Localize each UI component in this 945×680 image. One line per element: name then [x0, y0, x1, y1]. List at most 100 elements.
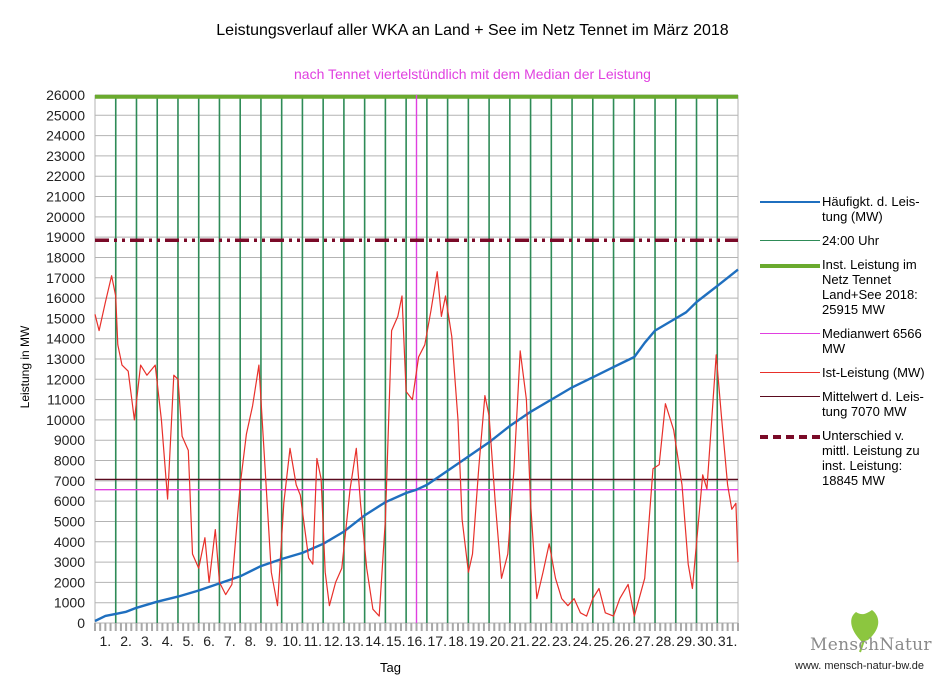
y-tick-label: 16000	[46, 290, 85, 306]
legend-label: Netz Tennet	[822, 272, 892, 287]
legend-label: Land+See 2018:	[822, 287, 918, 302]
x-tick-label: 29.	[676, 633, 695, 649]
legend-label: 24:00 Uhr	[822, 233, 880, 248]
legend-label: tung (MW)	[822, 209, 883, 224]
plot-frame	[94, 95, 739, 623]
legend-label: mittl. Leistung zu	[822, 443, 920, 458]
y-axis-label: Leistung in MW	[18, 325, 32, 409]
x-tick-label: 8.	[245, 633, 257, 649]
x-tick-label: 4.	[162, 633, 174, 649]
legend-label: Inst. Leistung im	[822, 257, 917, 272]
y-tick-label: 22000	[46, 168, 85, 184]
y-tick-label: 9000	[54, 432, 85, 448]
x-tick-label: 23.	[552, 633, 571, 649]
y-tick-label: 0	[77, 615, 85, 631]
legend-item: Medianwert 6566 MW	[760, 326, 940, 356]
legend-swatch	[760, 264, 820, 268]
legend-swatch	[760, 372, 820, 373]
y-tick-label: 4000	[54, 534, 85, 550]
legend-label: inst. Leistung:	[822, 458, 903, 473]
x-tick-label: 14.	[365, 633, 384, 649]
x-tick-label: 6.	[203, 633, 215, 649]
legend-label: tung 7070 MW	[822, 404, 907, 419]
x-tick-label: 25.	[593, 633, 612, 649]
y-tick-label: 6000	[54, 493, 85, 509]
x-tick-label: 11.	[304, 633, 322, 649]
x-tick-label: 19.	[469, 633, 488, 649]
legend-label: Unterschied v.	[822, 428, 905, 443]
x-tick-label: 16.	[407, 633, 426, 649]
x-axis-label: Tag	[380, 660, 401, 675]
y-tick-label: 23000	[46, 148, 85, 164]
legend-item: Inst. Leistung im Netz Tennet Land+See 201…	[760, 257, 940, 317]
legend-label: 25915 MW	[822, 302, 885, 317]
x-tick-label: 15.	[386, 633, 405, 649]
legend-label: Mittelwert d. Leis-	[822, 389, 924, 404]
y-tick-label: 10000	[46, 412, 85, 428]
x-minor-ticks	[94, 623, 739, 631]
x-tick-label: 30.	[697, 633, 716, 649]
ginkgo-leaf-icon	[851, 610, 879, 653]
x-tick-label: 9.	[265, 633, 277, 649]
y-tick-label: 1000	[54, 595, 85, 611]
legend-swatch	[760, 240, 820, 241]
x-tick-label: 26.	[614, 633, 633, 649]
logo: MenschNatur www. mensch-natur-bw.de	[790, 610, 945, 680]
y-tick-label: 12000	[46, 371, 85, 387]
legend-swatch	[760, 201, 820, 203]
legend-label: Medianwert 6566	[822, 326, 922, 341]
y-tick-label: 17000	[46, 270, 85, 286]
legend-item: Mittelwert d. Leis-tung 7070 MW	[760, 389, 940, 419]
legend-label: Ist-Leistung (MW)	[822, 365, 925, 380]
y-tick-label: 13000	[46, 351, 85, 367]
series-ist-leistung-line	[94, 271, 739, 617]
y-tick-label: 18000	[46, 249, 85, 265]
y-tick-label: 21000	[46, 189, 85, 205]
y-tick-label: 3000	[54, 554, 85, 570]
legend-item: Häufigkt. d. Leis-tung (MW)	[760, 194, 940, 224]
legend-swatch	[760, 396, 820, 397]
x-tick-label: 18.	[448, 633, 467, 649]
x-tick-label: 28.	[656, 633, 675, 649]
y-tick-labels: 0 1000 2000 3000 4000 5000 6000 7000 8000 9000 100…	[46, 87, 85, 631]
series-lines	[94, 268, 739, 623]
legend-label: Häufigkt. d. Leis-	[822, 194, 920, 209]
x-tick-label: 24.	[573, 633, 592, 649]
y-tick-label: 2000	[54, 574, 85, 590]
x-tick-label: 20.	[490, 633, 509, 649]
x-tick-label: 2.	[120, 633, 132, 649]
x-tick-label: 21.	[510, 633, 529, 649]
x-tick-label: 27.	[635, 633, 654, 649]
legend-swatch	[760, 333, 820, 334]
y-tick-label: 24000	[46, 128, 85, 144]
y-tick-label: 19000	[46, 229, 85, 245]
y-tick-label: 20000	[46, 209, 85, 225]
legend-swatch	[760, 435, 820, 439]
x-tick-label: 3.	[141, 633, 153, 649]
chart-subtitle: nach Tennet viertelstündlich mit dem Med…	[294, 66, 651, 82]
legend-label: 18845 MW	[822, 473, 885, 488]
y-tick-label: 8000	[54, 453, 85, 469]
legend: Häufigkt. d. Leis-tung (MW) 24:00 Uhr Inst…	[760, 194, 940, 497]
y-tick-label: 14000	[46, 331, 85, 347]
legend-label: MW	[822, 341, 846, 356]
logo-name: MenschNatur	[810, 635, 932, 655]
x-tick-label: 31.	[718, 633, 737, 649]
y-tick-label: 15000	[46, 310, 85, 326]
legend-item: Ist-Leistung (MW)	[760, 365, 940, 380]
y-tick-label: 25000	[46, 107, 85, 123]
x-tick-label: 10.	[282, 633, 301, 649]
y-tick-label: 7000	[54, 473, 85, 489]
x-tick-labels: 1. 2. 3. 4. 5. 6. 7. 8. 9. 10. 11. 12. 13. 14. 15. 16. 1…	[100, 633, 738, 649]
y-tick-label: 11000	[47, 392, 85, 408]
x-tick-label: 17.	[428, 633, 447, 649]
series-haeufigkeit-line	[94, 268, 739, 623]
chart-title: Leistungsverlauf aller WKA an Land + See…	[216, 22, 729, 39]
x-tick-label: 5.	[182, 633, 194, 649]
x-tick-label: 7.	[224, 633, 236, 649]
logo-url: www. mensch-natur-bw.de	[795, 660, 924, 672]
x-tick-label: 12.	[324, 633, 343, 649]
legend-item: 24:00 Uhr	[760, 233, 940, 248]
x-tick-label: 13.	[345, 633, 364, 649]
